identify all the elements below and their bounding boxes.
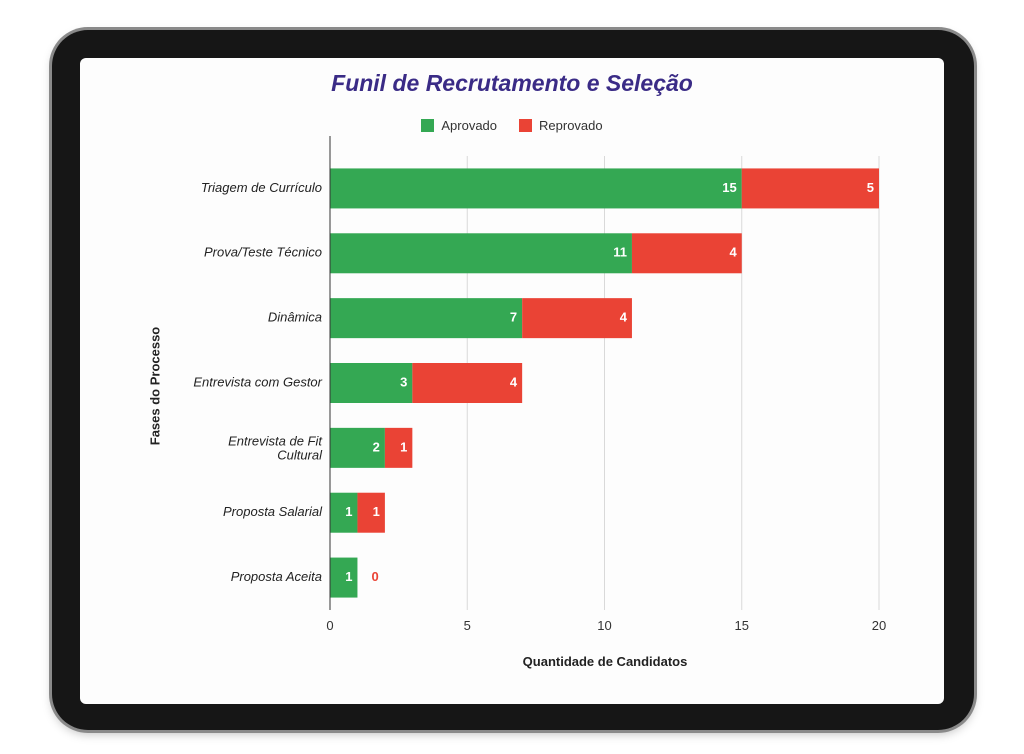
data-label-aprovado: 1 [345, 569, 352, 584]
bar-reprovado [631, 233, 742, 274]
bar-aprovado [330, 363, 413, 403]
bar-aprovado [330, 492, 358, 533]
data-label-aprovado: 3 [400, 374, 407, 389]
bar-reprovado [384, 427, 413, 468]
chart-legend: Aprovado Reprovado [80, 118, 944, 133]
bar-aprovado [330, 557, 358, 598]
y-tick-label: Entrevista com Gestor [193, 374, 322, 389]
legend-item-aprovado[interactable]: Aprovado [421, 118, 497, 133]
bar-aprovado [330, 233, 632, 274]
y-tick-label: Triagem de Currículo [201, 180, 322, 195]
data-label-reprovado: 4 [730, 245, 738, 260]
y-axis-title: Fases do Processo [147, 326, 163, 446]
x-tick-label: 20 [872, 618, 886, 633]
data-label-aprovado: 2 [373, 439, 380, 454]
legend-item-reprovado[interactable]: Reprovado [519, 118, 603, 133]
legend-label-reprovado: Reprovado [539, 118, 603, 133]
bar-reprovado [741, 168, 879, 209]
chart-screen: Funil de Recrutamento e Seleção Aprovado… [80, 58, 944, 704]
data-label-reprovado: 0 [371, 569, 378, 584]
bar-reprovado [357, 492, 385, 533]
data-label-reprovado: 5 [867, 180, 874, 195]
data-label-aprovado: 1 [345, 504, 352, 519]
chart-title: Funil de Recrutamento e Seleção [331, 70, 693, 96]
data-label-reprovado: 4 [510, 374, 518, 389]
x-tick-label: 15 [735, 618, 749, 633]
y-tick-label: Proposta Aceita [231, 569, 322, 584]
data-label-reprovado: 1 [373, 504, 380, 519]
y-tick-label: Dinâmica [268, 310, 322, 325]
bar-aprovado [330, 298, 523, 339]
data-label-reprovado: 4 [620, 310, 628, 325]
y-tick-label: Entrevista de Fit Cultural [228, 433, 323, 462]
legend-swatch-aprovado [421, 119, 435, 132]
data-label-aprovado: 15 [722, 180, 736, 195]
bar-reprovado [522, 298, 632, 339]
data-label-reprovado: 1 [400, 439, 407, 454]
bar-reprovado [412, 363, 523, 403]
y-tick-label: Proposta Salarial [223, 504, 323, 519]
x-tick-label: 0 [326, 618, 333, 633]
bar-aprovado [330, 427, 385, 468]
legend-swatch-reprovado [519, 119, 533, 132]
y-tick-label: Prova/Teste Técnico [204, 245, 322, 260]
data-label-aprovado: 11 [613, 245, 627, 260]
x-tick-label: 10 [597, 618, 611, 633]
legend-label-aprovado: Aprovado [441, 118, 498, 133]
x-tick-label: 5 [464, 618, 471, 633]
data-label-aprovado: 7 [510, 310, 517, 325]
x-axis-title: Quantidade de Candidatos [522, 654, 688, 669]
bar-aprovado [330, 168, 742, 209]
